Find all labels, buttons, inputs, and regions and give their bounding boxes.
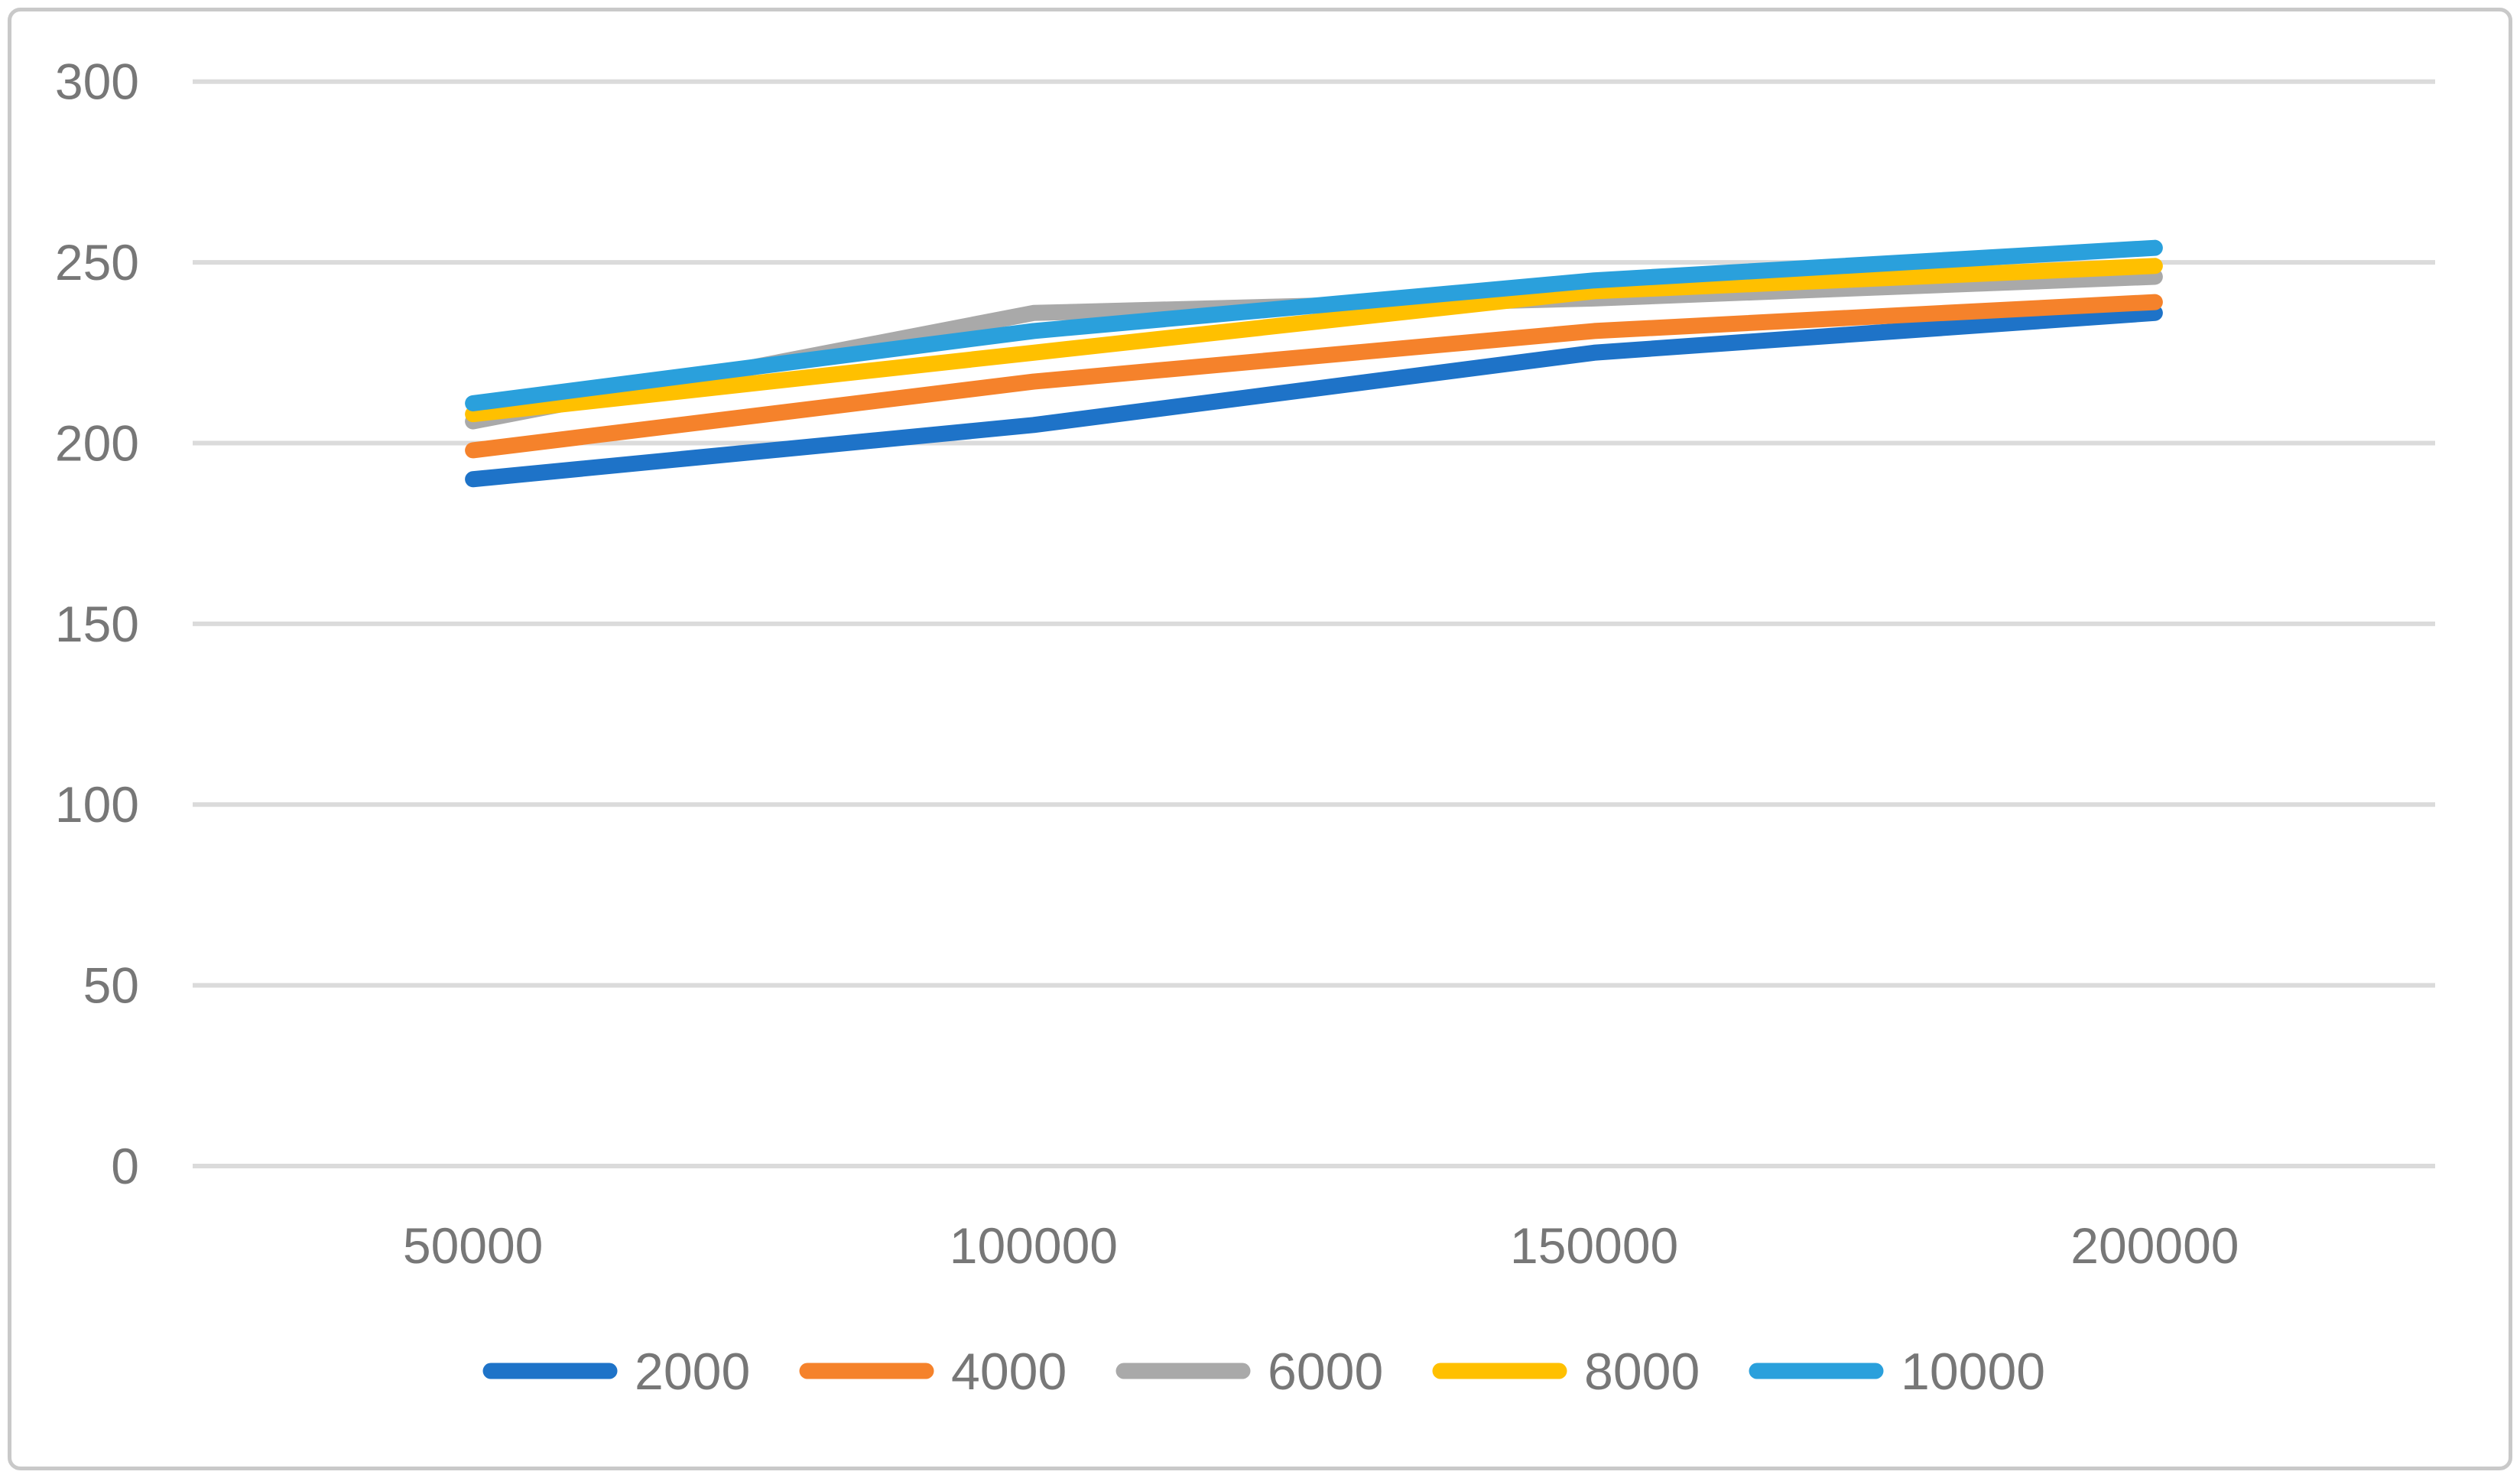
legend-label-8000: 8000 bbox=[1584, 1343, 1700, 1401]
y-tick-label: 250 bbox=[55, 234, 139, 291]
y-tick-label: 200 bbox=[55, 414, 139, 471]
figure-border bbox=[8, 8, 2512, 1470]
x-tick-label: 100000 bbox=[950, 1217, 1118, 1274]
y-tick-label: 0 bbox=[111, 1138, 139, 1194]
x-tick-label: 50000 bbox=[403, 1217, 544, 1274]
y-tick-label: 150 bbox=[55, 596, 139, 652]
legend-label-4000: 4000 bbox=[951, 1343, 1067, 1401]
legend-label-10000: 10000 bbox=[1901, 1343, 2045, 1401]
x-tick-label: 150000 bbox=[1510, 1217, 1678, 1274]
series-lines bbox=[465, 239, 2163, 488]
legend: 2000 4000 6000 8000 10000 bbox=[482, 1343, 2045, 1401]
y-tick-label: 300 bbox=[55, 54, 139, 110]
y-tick-label: 100 bbox=[55, 776, 139, 833]
series-line-10000 bbox=[465, 239, 2163, 411]
x-tick-label: 200000 bbox=[2070, 1217, 2239, 1274]
series-line-2000 bbox=[465, 304, 2163, 488]
series-line-4000 bbox=[465, 294, 2163, 459]
x-axis-labels: 50000 100000 150000 200000 bbox=[403, 1217, 2239, 1274]
y-tick-label: 50 bbox=[83, 957, 139, 1014]
legend-label-2000: 2000 bbox=[635, 1343, 750, 1401]
y-axis-labels: 0 50 100 150 200 250 300 bbox=[55, 54, 139, 1194]
series-line-8000 bbox=[465, 258, 2163, 423]
legend-label-6000: 6000 bbox=[1268, 1343, 1383, 1401]
